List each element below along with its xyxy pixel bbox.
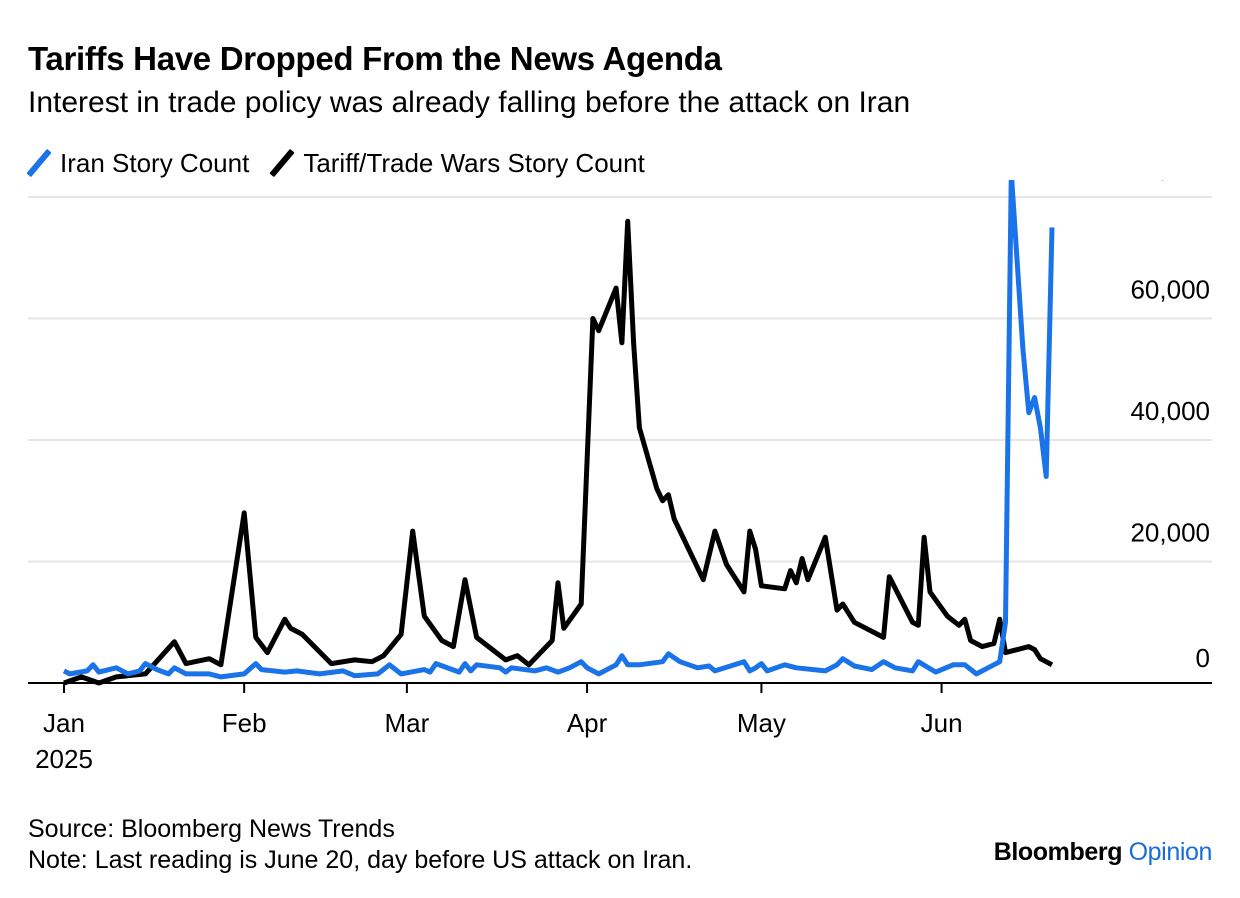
footer: Source: Bloomberg News Trends Note: Last…: [28, 814, 692, 876]
x-tick-label: May: [737, 708, 786, 738]
x-tick-label: Jun: [921, 708, 963, 738]
y-tick-label: 0: [1196, 643, 1210, 673]
x-tick-label: Jan: [43, 708, 85, 738]
y-tick-label: 20,000: [1130, 518, 1210, 548]
x-tick-label: Apr: [567, 708, 608, 738]
legend-label-tariff: Tariff/Trade Wars Story Count: [303, 147, 645, 178]
footnote: Note: Last reading is June 20, day befor…: [28, 846, 693, 874]
series-line-iran: [62, 180, 1055, 680]
legend-item-tariff: Tariff/Trade Wars Story Count: [271, 148, 644, 179]
legend: Iran Story Count Tariff/Trade Wars Story…: [28, 146, 667, 180]
legend-item-iran: Iran Story Count: [28, 148, 249, 179]
x-tick-sublabel: 2025: [35, 744, 93, 774]
x-tick-label: Feb: [222, 708, 267, 738]
brand-name: Bloomberg: [993, 838, 1123, 866]
legend-label-iran: Iran Story Count: [60, 147, 250, 178]
source-note: Source: Bloomberg News Trends: [28, 815, 395, 843]
y-tick-label: 40,000: [1130, 396, 1210, 426]
x-tick-label: Mar: [385, 708, 430, 738]
legend-swatch-tariff: [271, 148, 291, 178]
brand-logo: Bloomberg Opinion: [993, 838, 1213, 867]
legend-swatch-iran: [28, 148, 48, 178]
chart-subtitle: Interest in trade policy was already fal…: [28, 86, 911, 119]
y-tick-label: 60,000: [1130, 275, 1210, 305]
series-line-tariff: [63, 218, 1054, 686]
brand-suffix: Opinion: [1128, 838, 1213, 866]
line-chart: 0 20,000 40,000 60,000 80,000 Jan 2025 Feb Mar Ap…: [28, 180, 1212, 774]
y-tick-label: 80,000: [1130, 180, 1210, 183]
chart-title: Tariffs Have Dropped From the News Agend…: [28, 40, 722, 77]
